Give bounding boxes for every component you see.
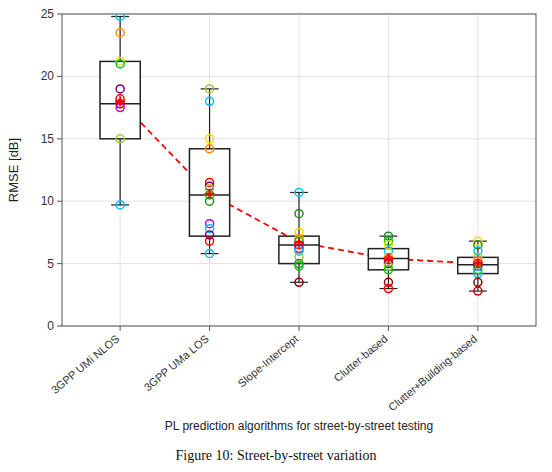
lower-cap bbox=[201, 253, 219, 254]
mean-marker bbox=[294, 237, 304, 247]
street-point bbox=[206, 145, 214, 153]
mean-marker bbox=[205, 189, 215, 199]
x-grid-line bbox=[299, 14, 300, 326]
street-point bbox=[295, 262, 303, 270]
mean-line bbox=[120, 101, 478, 263]
y-tick bbox=[57, 326, 62, 327]
y-tick bbox=[57, 201, 62, 202]
x-tick bbox=[388, 326, 389, 331]
box bbox=[100, 61, 140, 138]
street-point bbox=[116, 85, 124, 93]
y-axis: 0 5 10 15 20 25 bbox=[41, 7, 62, 333]
x-tick bbox=[299, 326, 300, 331]
y-tick-label: 15 bbox=[41, 132, 55, 146]
street-point bbox=[295, 278, 303, 286]
street-point bbox=[295, 188, 303, 196]
x-tick-label: 3GPP UMa LOS bbox=[141, 332, 210, 393]
upper-cap bbox=[201, 88, 219, 89]
street-point bbox=[384, 285, 392, 293]
street-point bbox=[474, 278, 482, 286]
x-tick-label: 3GPP UMi NLOS bbox=[49, 332, 122, 396]
y-tick-label: 0 bbox=[47, 319, 54, 333]
street-point bbox=[116, 60, 124, 68]
x-axis-label: PL prediction algorithms for street-by-s… bbox=[165, 419, 433, 433]
y-tick bbox=[57, 76, 62, 77]
y-tick bbox=[57, 14, 62, 15]
x-grid-line bbox=[477, 14, 478, 326]
lower-cap bbox=[290, 282, 308, 283]
lower-whisker bbox=[477, 274, 478, 291]
lower-whisker bbox=[120, 139, 121, 205]
y-axis-label: RMSE [dB] bbox=[6, 138, 21, 202]
y-tick-label: 20 bbox=[41, 69, 55, 83]
upper-whisker bbox=[120, 16, 121, 61]
lower-cap bbox=[469, 290, 487, 291]
y-tick bbox=[57, 263, 62, 264]
y-tick-label: 10 bbox=[41, 194, 55, 208]
x-tick bbox=[209, 326, 210, 331]
street-point bbox=[384, 266, 392, 274]
upper-cap bbox=[111, 16, 129, 17]
street-point bbox=[116, 201, 124, 209]
street-point bbox=[206, 237, 214, 245]
box bbox=[368, 249, 408, 270]
plot-frame bbox=[62, 14, 536, 326]
plot-area bbox=[100, 14, 498, 295]
x-grid-line bbox=[388, 14, 389, 326]
x-tick bbox=[477, 326, 478, 331]
street-point bbox=[206, 85, 214, 93]
box bbox=[458, 257, 498, 273]
lower-whisker bbox=[298, 264, 299, 283]
y-tick-label: 25 bbox=[41, 7, 55, 21]
street-point bbox=[116, 14, 124, 20]
street-point bbox=[116, 135, 124, 143]
upper-cap bbox=[290, 192, 308, 193]
caption: Figure 10: Street-by-street variation bbox=[176, 448, 377, 463]
mean-marker bbox=[383, 254, 393, 264]
street-point bbox=[116, 29, 124, 37]
street-point bbox=[474, 287, 482, 295]
chart: 0 5 10 15 20 25 3GPP UMi NLOS 3GPP UMa LOS Slope… bbox=[0, 0, 552, 472]
grid bbox=[62, 14, 536, 326]
y-tick bbox=[57, 138, 62, 139]
mean-marker bbox=[473, 259, 483, 269]
x-tick-label: Slope-Intercept bbox=[235, 332, 300, 389]
upper-whisker bbox=[298, 192, 299, 236]
x-tick-label: Clutter-based bbox=[331, 332, 389, 384]
box bbox=[189, 149, 229, 236]
street-point bbox=[206, 135, 214, 143]
mean-marker bbox=[115, 96, 125, 106]
street-point bbox=[474, 270, 482, 278]
x-tick bbox=[120, 326, 121, 331]
x-tick-label: Clutter+Building-based bbox=[386, 332, 479, 413]
street-point bbox=[206, 97, 214, 105]
x-axis: 3GPP UMi NLOS 3GPP UMa LOS Slope-Intercept… bbox=[49, 326, 479, 413]
lower-cap bbox=[379, 288, 397, 289]
street-point bbox=[295, 210, 303, 218]
street-point bbox=[206, 250, 214, 258]
y-tick-label: 5 bbox=[47, 257, 54, 271]
lower-cap bbox=[111, 204, 129, 205]
